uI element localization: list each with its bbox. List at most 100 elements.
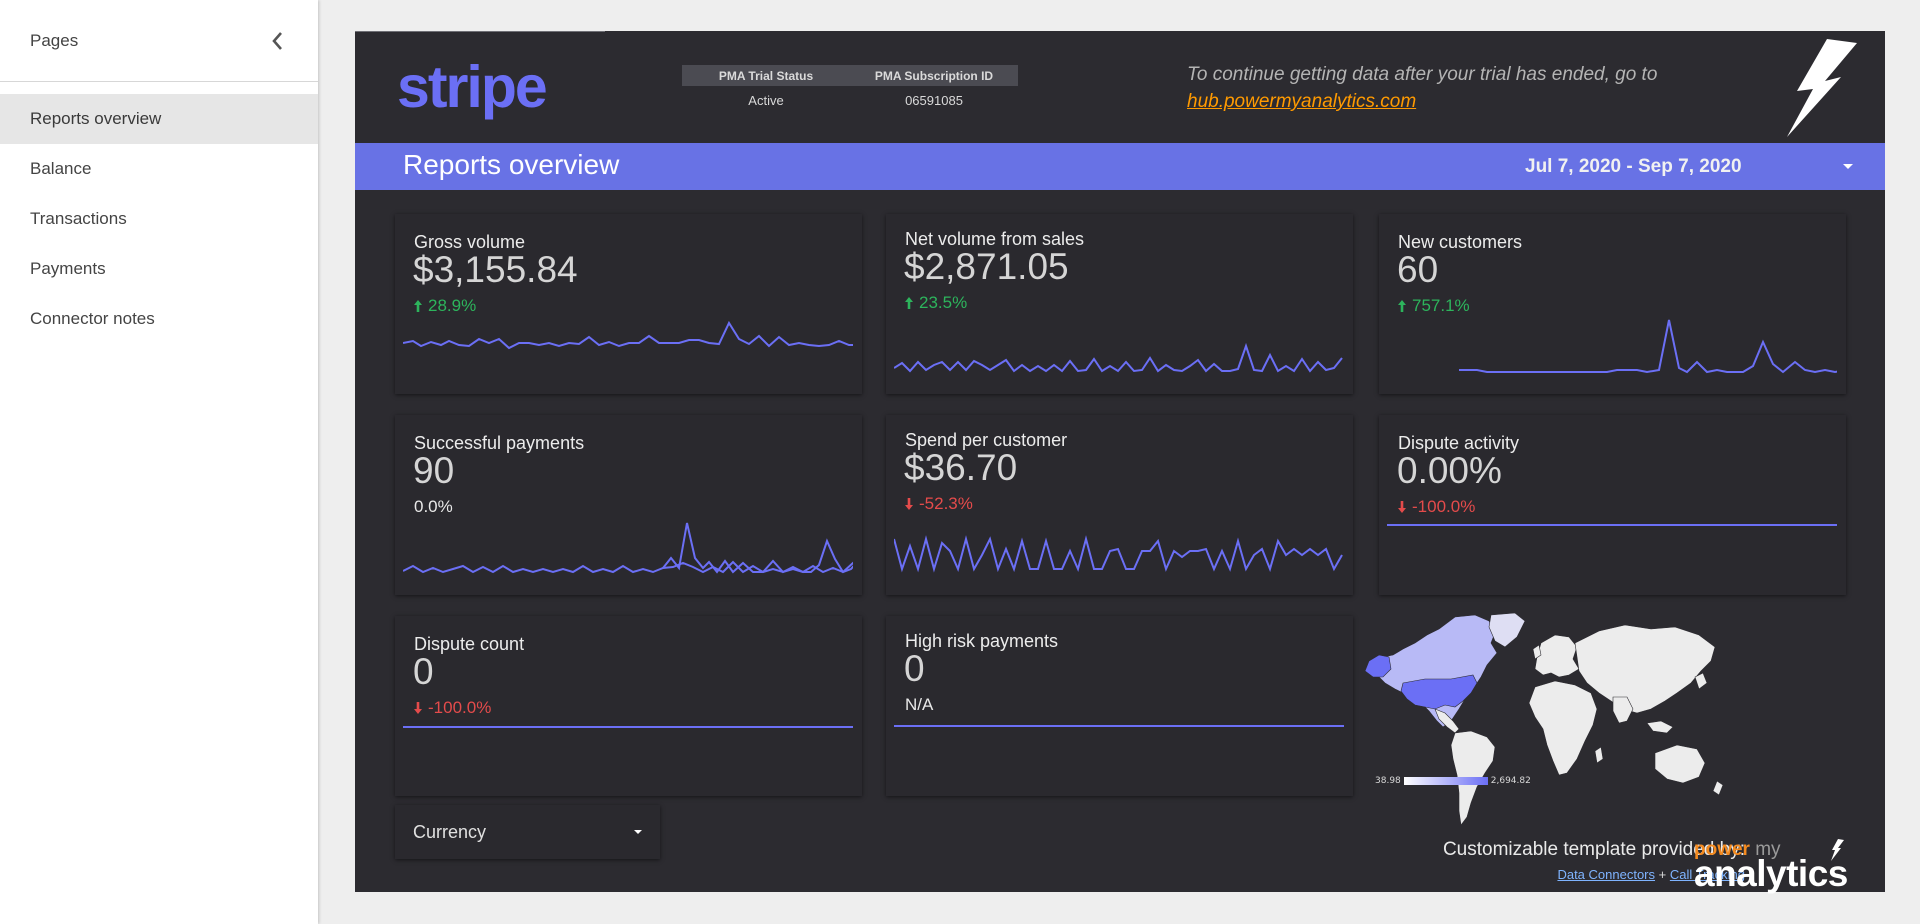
card-value: 60 xyxy=(1397,249,1439,290)
card-change-value: -52.3% xyxy=(919,494,973,513)
card-label: New customers xyxy=(1398,232,1523,252)
credit-separator: + xyxy=(1658,867,1667,882)
map-madagascar xyxy=(1594,746,1604,764)
card-value: $3,155.84 xyxy=(413,249,578,290)
map-united-kingdom xyxy=(1532,644,1542,660)
card-change: 757.1% xyxy=(1398,296,1470,316)
card-change: -100.0% xyxy=(1398,497,1475,517)
card-change: -52.3% xyxy=(905,494,973,514)
nav-item-payments[interactable]: Payments xyxy=(30,259,106,278)
canvas-top-line xyxy=(355,31,605,32)
stripe-logo: stripe xyxy=(397,54,548,120)
status-table-row: Active 06591085 xyxy=(682,86,1018,114)
card-dispute-count: Dispute count 0 -100.0% xyxy=(395,616,862,796)
caret-down-icon xyxy=(1843,164,1853,169)
nav-item-transactions[interactable]: Transactions xyxy=(30,209,127,228)
card-value: 0 xyxy=(413,651,434,692)
caret-down-icon xyxy=(634,830,642,834)
card-successful-payments: Successful payments 90 0.0% xyxy=(395,415,862,595)
trial-status-value: Active xyxy=(748,92,784,108)
arrow-up-icon xyxy=(414,300,422,312)
report-title: Reports overview xyxy=(403,149,620,180)
sparkline-chart xyxy=(403,726,853,728)
card-change: 0.0% xyxy=(414,497,453,517)
trial-status-header: PMA Trial Status xyxy=(718,68,814,83)
nav-item-balance[interactable]: Balance xyxy=(30,159,92,178)
card-label: Dispute activity xyxy=(1398,433,1520,453)
card-value: 0.00% xyxy=(1397,450,1502,491)
collapse-sidebar-button[interactable] xyxy=(264,28,290,54)
map-united-states xyxy=(1400,674,1478,710)
card-change: 23.5% xyxy=(905,293,967,313)
legend-min-value: 38.98 xyxy=(1375,776,1401,786)
page-nav: Reports overview Balance Transactions Pa… xyxy=(0,94,318,344)
sparkline-chart xyxy=(894,725,1344,727)
map-australia xyxy=(1654,744,1706,784)
card-change-value: -100.0% xyxy=(1412,497,1476,516)
date-range-control[interactable]: Jul 7, 2020 - Sep 7, 2020 xyxy=(1525,143,1875,190)
trial-message: To continue getting data after your tria… xyxy=(1187,61,1707,115)
map-asia xyxy=(1574,624,1716,714)
legend-gradient-bar xyxy=(1403,777,1488,785)
card-label: Dispute count xyxy=(414,634,525,654)
map-greenland xyxy=(1488,613,1526,648)
card-gross-volume: Gross volume $3,155.84 28.9% xyxy=(395,214,862,394)
arrow-down-icon xyxy=(905,498,913,510)
credit-links: Data Connectors + Call Tracking xyxy=(1345,867,1745,882)
chevron-left-icon xyxy=(272,31,282,50)
card-net-volume: Net volume from sales $2,871.05 23.5% xyxy=(886,214,1353,394)
report-canvas: stripe PMA Trial Status PMA Subscription… xyxy=(355,31,1885,894)
status-table-header: PMA Trial Status PMA Subscription ID xyxy=(682,65,1018,86)
card-new-customers: New customers 60 757.1% xyxy=(1379,214,1846,394)
card-spend-per-customer: Spend per customer $36.70 -52.3% xyxy=(886,415,1353,595)
card-label: Spend per customer xyxy=(905,430,1068,450)
call-tracking-link[interactable]: Call Tracking xyxy=(1669,867,1745,882)
sidebar-title: Pages xyxy=(30,30,79,50)
legend-max-value: 2,694.82 xyxy=(1490,776,1531,786)
map-central-america xyxy=(1434,708,1460,734)
card-value: $2,871.05 xyxy=(904,246,1069,287)
arrow-up-icon xyxy=(1398,300,1406,312)
card-label: Successful payments xyxy=(414,433,585,453)
date-range-text: Jul 7, 2020 - Sep 7, 2020 xyxy=(1525,155,1742,177)
trial-message-text: To continue getting data after your tria… xyxy=(1187,64,1658,85)
sparkline-chart xyxy=(894,535,1343,573)
card-label: Net volume from sales xyxy=(905,229,1085,249)
pma-logo-analytics: analytics xyxy=(1694,853,1848,894)
card-value: 0 xyxy=(904,648,925,689)
map-legend: 38.98 2,694.82 xyxy=(1375,776,1531,786)
arrow-down-icon xyxy=(414,702,422,714)
arrow-up-icon xyxy=(905,297,913,309)
currency-filter-dropdown[interactable]: Currency xyxy=(395,805,660,859)
card-change-value: 757.1% xyxy=(1412,296,1470,315)
map-alaska xyxy=(1364,654,1392,678)
map-japan xyxy=(1694,672,1708,690)
map-india xyxy=(1612,696,1634,724)
card-label: Gross volume xyxy=(414,232,526,252)
subscription-id-header: PMA Subscription ID xyxy=(874,68,994,83)
map-new-zealand xyxy=(1712,780,1724,796)
pma-logo-top: power my xyxy=(1694,839,1781,861)
arrow-down-icon xyxy=(1398,501,1406,513)
card-change-value: -100.0% xyxy=(428,698,492,717)
lightning-bolt-logo-icon xyxy=(1787,39,1857,137)
nav-item-reports-overview[interactable]: Reports overview xyxy=(0,94,318,144)
sparkline-chart xyxy=(1387,524,1837,526)
power-my-analytics-logo: power my analytics xyxy=(1694,839,1854,894)
credit-label: Customizable template provided by: xyxy=(1442,839,1745,860)
card-value: $36.70 xyxy=(904,447,1018,488)
nav-item-connector-notes[interactable]: Connector notes xyxy=(30,309,155,328)
card-change-value: 28.9% xyxy=(428,296,477,315)
pma-status-table: PMA Trial Status PMA Subscription ID Act… xyxy=(682,65,1018,114)
sparkline-chart xyxy=(1459,319,1837,374)
subscription-id-value: 06591085 xyxy=(905,92,963,108)
sidebar-header: Pages xyxy=(0,0,318,82)
card-value: 90 xyxy=(413,450,455,491)
card-change-value: 23.5% xyxy=(919,293,968,312)
card-change-value: 0.0% xyxy=(414,497,453,516)
trial-link[interactable]: hub.powermyanalytics.com xyxy=(1187,91,1417,112)
currency-filter-label: Currency xyxy=(413,821,487,842)
card-label: High risk payments xyxy=(905,631,1059,651)
pages-sidebar: Pages Reports overview Balance Transacti… xyxy=(0,0,318,924)
data-connectors-link[interactable]: Data Connectors xyxy=(1557,867,1656,882)
